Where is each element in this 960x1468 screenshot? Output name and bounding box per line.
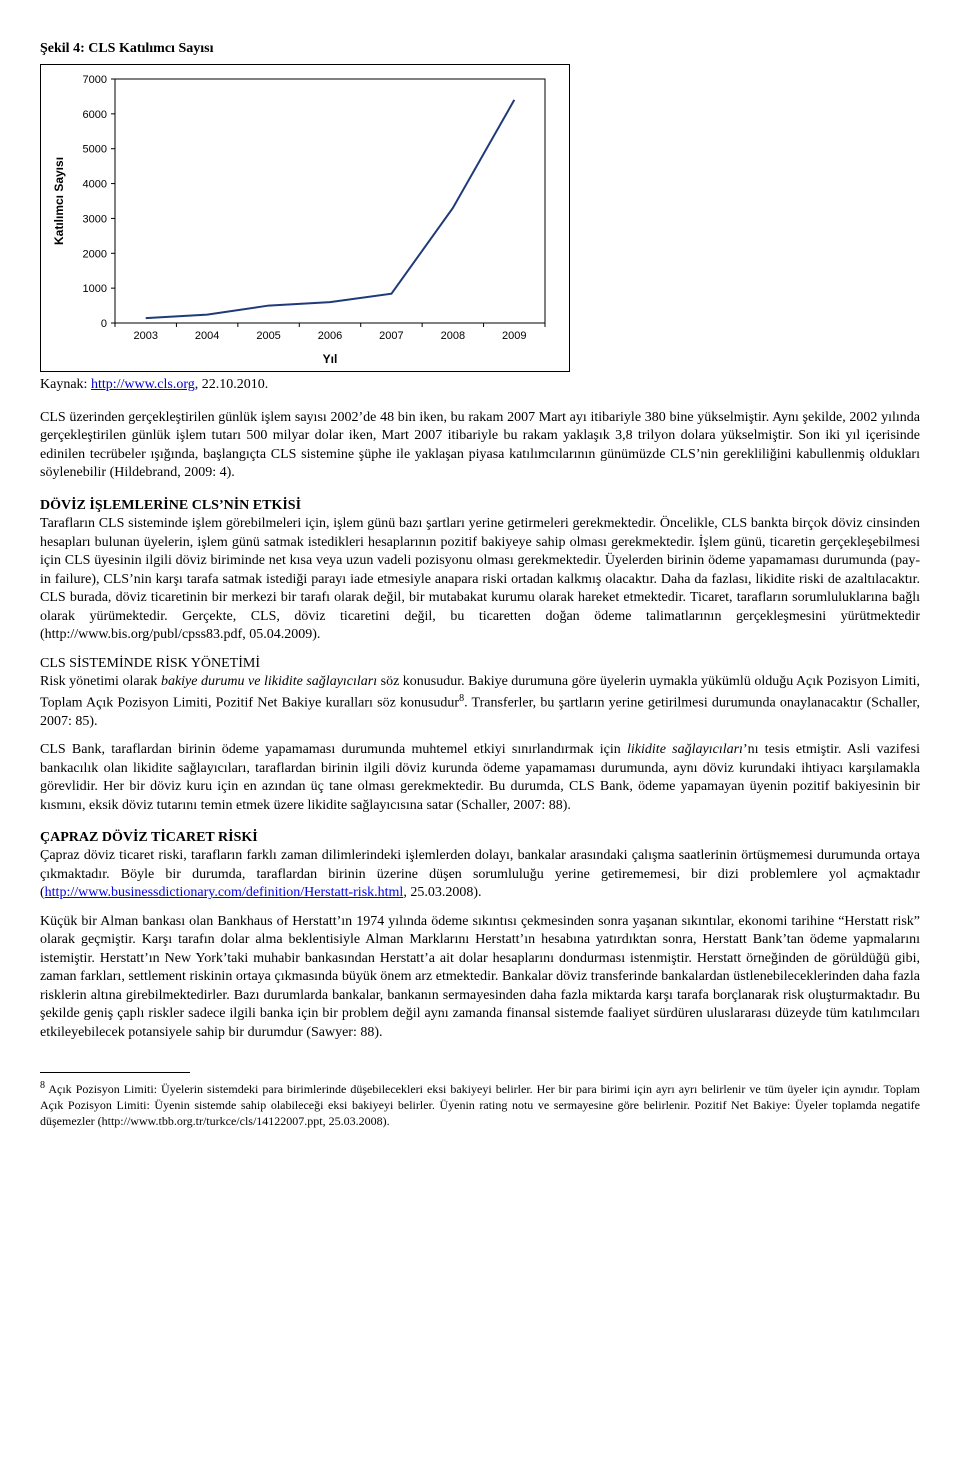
source-prefix: Kaynak:: [40, 377, 91, 392]
paragraph-doviz: Tarafların CLS sisteminde işlem görebilm…: [40, 515, 920, 644]
subsection-risk-yonetimi: CLS SİSTEMİNDE RİSK YÖNETİMİ: [40, 655, 920, 673]
herstatt-link[interactable]: http://www.businessdictionary.com/defini…: [45, 885, 404, 900]
chart-container: 0 1000 2000 3000 4000 5000 6000 7000 2003 2004 200…: [40, 64, 570, 372]
svg-text:2007: 2007: [379, 330, 403, 342]
italic-term: likidite sağlayıcıları: [627, 742, 743, 757]
text-run: , 25.03.2008).: [403, 885, 481, 900]
footnote-rule: [40, 1072, 190, 1073]
svg-text:2006: 2006: [318, 330, 342, 342]
svg-text:Yıl: Yıl: [323, 352, 338, 366]
paragraph-risk-2: CLS Bank, taraflardan birinin ödeme yapa…: [40, 741, 920, 815]
svg-text:1000: 1000: [83, 284, 107, 296]
svg-text:6000: 6000: [83, 109, 107, 121]
source-suffix: , 22.10.2010.: [195, 377, 269, 392]
svg-text:7000: 7000: [83, 74, 107, 86]
page-root: Şekil 4: CLS Katılımcı Sayısı 0 1000 2000 3…: [0, 0, 960, 1190]
svg-text:Katılımcı Sayısı: Katılımcı Sayısı: [52, 157, 66, 245]
svg-text:2000: 2000: [83, 249, 107, 261]
figure-title: Şekil 4: CLS Katılımcı Sayısı: [40, 40, 920, 58]
line-chart: 0 1000 2000 3000 4000 5000 6000 7000 2003 2004 200…: [45, 69, 557, 369]
svg-text:3000: 3000: [83, 214, 107, 226]
svg-text:4000: 4000: [83, 179, 107, 191]
section-capraz-doviz: ÇAPRAZ DÖVİZ TİCARET RİSKİ: [40, 829, 920, 847]
figure-source: Kaynak: http://www.cls.org, 22.10.2010.: [40, 376, 920, 394]
svg-text:2004: 2004: [195, 330, 219, 342]
paragraph-intro: CLS üzerinden gerçekleştirilen günlük iş…: [40, 409, 920, 483]
svg-text:2005: 2005: [256, 330, 280, 342]
svg-text:5000: 5000: [83, 144, 107, 156]
svg-text:2003: 2003: [133, 330, 157, 342]
paragraph-capraz-1: Çapraz döviz ticaret riski, tarafların f…: [40, 847, 920, 902]
svg-text:2008: 2008: [441, 330, 465, 342]
section-doviz-islemlerine: DÖVİZ İŞLEMLERİNE CLS’NİN ETKİSİ: [40, 497, 920, 515]
italic-term: bakiye durumu ve likidite sağlayıcıları: [161, 674, 377, 689]
svg-text:2009: 2009: [502, 330, 526, 342]
svg-text:0: 0: [101, 318, 107, 330]
paragraph-capraz-2: Küçük bir Alman bankası olan Bankhaus of…: [40, 913, 920, 1042]
footnote-8: 8 Açık Pozisyon Limiti: Üyelerin sistemd…: [40, 1079, 920, 1129]
source-link[interactable]: http://www.cls.org: [91, 377, 195, 392]
text-run: Risk yönetimi olarak: [40, 674, 161, 689]
text-run: CLS Bank, taraflardan birinin ödeme yapa…: [40, 742, 627, 757]
footnote-text: Açık Pozisyon Limiti: Üyelerin sistemdek…: [40, 1082, 920, 1128]
paragraph-risk-1: Risk yönetimi olarak bakiye durumu ve li…: [40, 673, 920, 731]
